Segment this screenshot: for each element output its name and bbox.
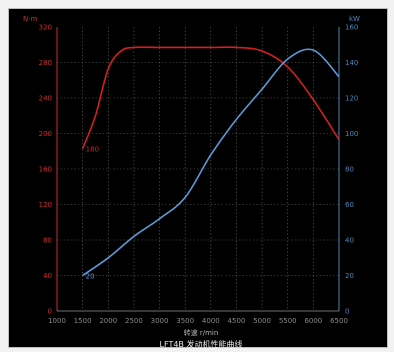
right-y-tick-label: 160	[345, 24, 358, 32]
tick-labels: 1000 1500 2000 2500 3000 3500 4000 4500 5000 5500…	[39, 24, 359, 326]
right-axis-title: kW	[349, 15, 360, 23]
left-y-tick-label: 80	[43, 237, 52, 245]
x-tick-label: 1500	[74, 317, 92, 325]
left-y-tick-label: 160	[39, 166, 52, 174]
x-tick-label: 5000	[253, 317, 271, 325]
series-lines: 180 20	[81, 46, 340, 281]
left-y-tick-label: 0	[48, 308, 52, 316]
left-y-tick-label: 320	[39, 24, 52, 32]
right-y-tick-label: 40	[345, 237, 354, 245]
chart-frame: 1000 1500 2000 2500 3000 3500 4000 4500 5000 5500…	[8, 8, 388, 349]
engine-performance-chart: 1000 1500 2000 2500 3000 3500 4000 4500 5000 5500…	[23, 15, 360, 349]
right-y-tick-label: 120	[345, 95, 358, 103]
x-tick-label: 6500	[330, 317, 348, 325]
x-tick-label: 1000	[48, 317, 66, 325]
right-y-tick-label: 140	[345, 59, 358, 67]
power-series-line	[82, 48, 340, 277]
x-tick-label: 2500	[125, 317, 143, 325]
x-tick-label: 6000	[304, 317, 322, 325]
right-y-tick-label: 80	[345, 166, 354, 174]
torque-series-line	[81, 46, 340, 149]
x-tick-label: 3000	[151, 317, 169, 325]
left-y-tick-label: 200	[39, 130, 52, 138]
right-y-tick-label: 0	[345, 308, 349, 316]
x-tick-label: 4500	[228, 317, 246, 325]
right-y-tick-label: 60	[345, 201, 354, 209]
x-tick-label: 5500	[279, 317, 297, 325]
right-y-tick-label: 100	[345, 130, 358, 138]
left-y-tick-label: 240	[39, 95, 52, 103]
right-y-tick-label: 20	[345, 272, 354, 280]
left-axis-title: N·m	[23, 15, 37, 23]
left-y-tick-label: 40	[43, 272, 52, 280]
x-tick-label: 2000	[99, 317, 117, 325]
x-tick-label: 4000	[202, 317, 220, 325]
torque-start-label: 180	[86, 146, 99, 154]
power-start-label: 20	[86, 273, 95, 281]
left-y-tick-label: 280	[39, 59, 52, 67]
grid-lines	[57, 27, 339, 311]
x-axis-title: 转速 r/min	[184, 328, 219, 337]
x-tick-label: 3500	[176, 317, 194, 325]
chart-caption: LFT4B 发动机性能曲线	[160, 339, 243, 349]
left-y-tick-label: 120	[39, 201, 52, 209]
